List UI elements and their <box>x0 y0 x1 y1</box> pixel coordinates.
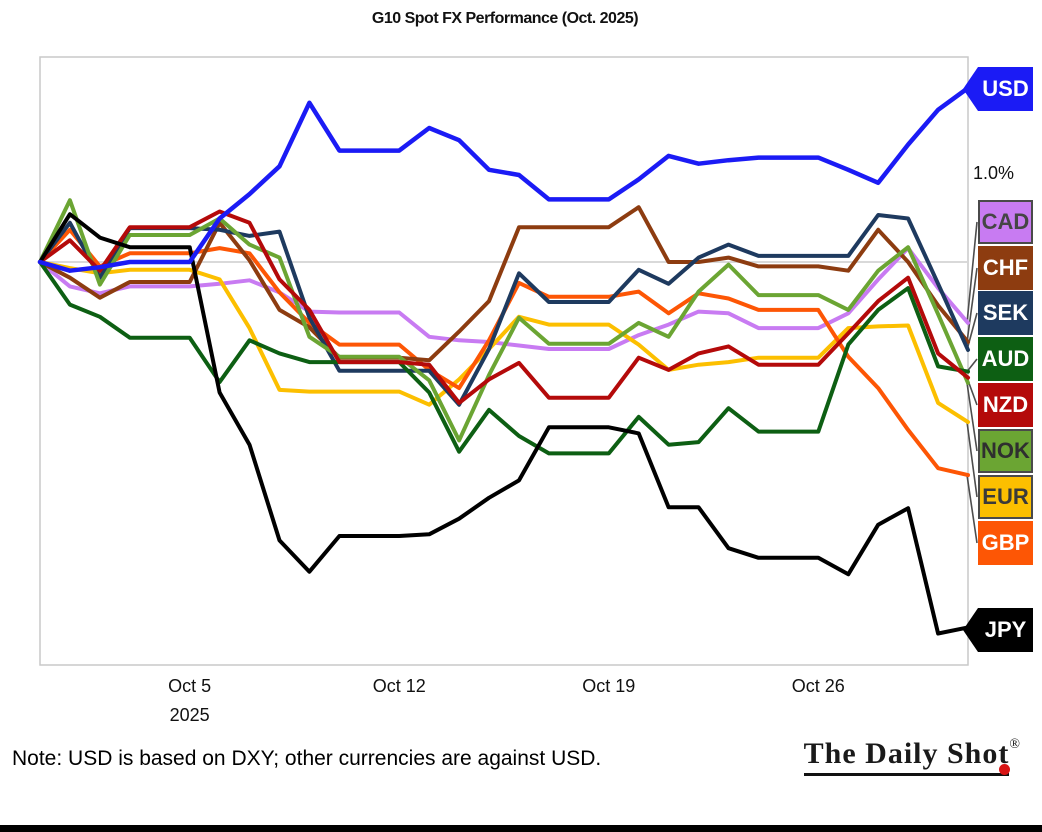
bottom-bar <box>0 825 1042 832</box>
plot-border <box>39 56 969 666</box>
leader-line-eur <box>966 421 978 498</box>
series-line-aud <box>38 260 970 456</box>
daily-shot-logo-text: The Daily Shot <box>803 737 1010 776</box>
leader-line-chf <box>966 267 978 343</box>
leader-line-aud <box>966 358 978 373</box>
series-line-nzd <box>38 209 970 405</box>
currency-tag-sek: SEK <box>978 291 1033 335</box>
currency-tag-usd: USD <box>963 67 1033 111</box>
currency-tag-aud: AUD <box>978 337 1033 381</box>
daily-shot-logo: The Daily Shot® <box>803 737 1020 776</box>
series-line-nok <box>38 198 970 443</box>
tag-arrow-tip-usd <box>963 67 978 111</box>
footnote: Note: USD is based on DXY; other currenc… <box>12 747 602 770</box>
chart-title: G10 Spot FX Performance (Oct. 2025) <box>371 10 639 27</box>
x-tick-oct-19: Oct 19 <box>582 676 636 696</box>
x-tick-oct-26: Oct 26 <box>791 676 845 696</box>
currency-tag-nok: NOK <box>978 429 1033 473</box>
x-tick-year: 2025 <box>169 705 210 725</box>
series-line-jpy <box>38 212 970 636</box>
currency-tag-nzd: NZD <box>978 383 1033 427</box>
currency-tag-eur: EUR <box>978 475 1033 519</box>
registered-mark: ® <box>1009 737 1020 752</box>
leader-line-nok <box>966 382 978 452</box>
series-line-sek <box>38 213 970 407</box>
series-line-usd <box>37 85 971 273</box>
currency-tag-jpy: JPY <box>963 608 1033 652</box>
tag-arrow-tip-jpy <box>963 608 978 652</box>
y-axis-tick-label: 1.0% <box>973 163 1015 183</box>
currency-tag-cad: CAD <box>978 200 1033 244</box>
currency-tag-gbp: GBP <box>978 521 1033 565</box>
currency-tag-chf: CHF <box>978 246 1033 290</box>
logo-red-dot <box>999 764 1010 775</box>
leader-line-gbp <box>966 475 978 544</box>
leader-line-cad <box>966 221 978 323</box>
x-tick-oct-5: Oct 5 <box>168 676 212 696</box>
x-tick-oct-12: Oct 12 <box>372 676 426 696</box>
